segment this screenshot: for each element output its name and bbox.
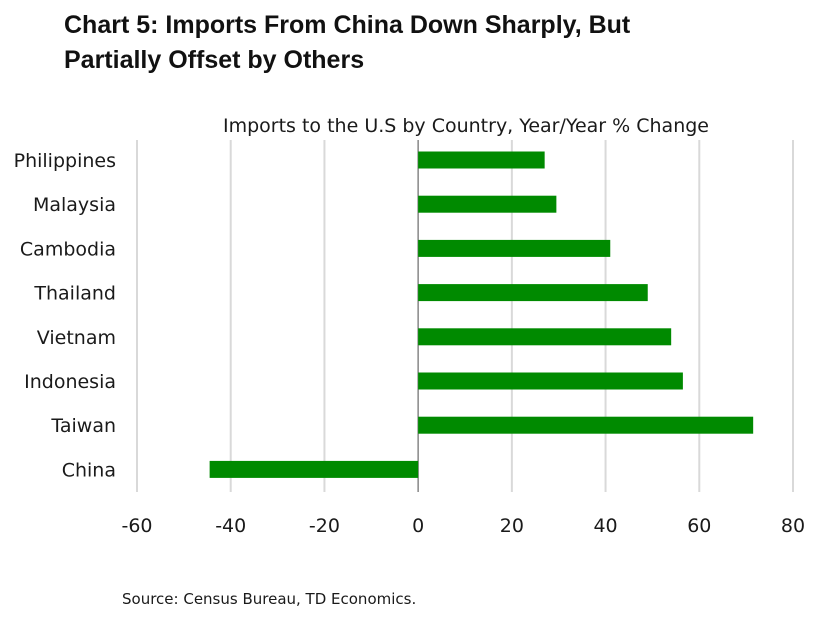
chart-heading-line-2: Partially Offset by Others (64, 46, 365, 74)
plot-title: Imports to the U.S by Country, Year/Year… (223, 115, 709, 137)
category-label: Indonesia (24, 371, 116, 393)
bar-thailand (418, 284, 648, 302)
source-note: Source: Census Bureau, TD Economics. (122, 590, 417, 608)
x-tick-label: -20 (309, 515, 340, 537)
x-axis-tick-labels: -60 -40 -20 0 20 40 60 80 (121, 515, 805, 537)
category-label: Philippines (14, 150, 116, 172)
category-label: Malaysia (33, 194, 116, 216)
category-label: Cambodia (20, 238, 116, 260)
x-tick-label: 60 (687, 515, 711, 537)
x-tick-label: -40 (215, 515, 246, 537)
bar-philippines (418, 151, 545, 169)
x-tick-label: -60 (121, 515, 152, 537)
chart-heading-line-1: Chart 5: Imports From China Down Sharply… (64, 11, 631, 39)
category-label: China (62, 459, 116, 481)
x-tick-label: 40 (593, 515, 617, 537)
category-labels: Philippines Malaysia Cambodia Thailand Vietn… (14, 150, 116, 481)
category-label: Vietnam (37, 327, 116, 349)
bar-china (209, 460, 419, 478)
bar-indonesia (418, 372, 683, 390)
x-tick-label: 0 (412, 515, 424, 537)
bar-vietnam (418, 328, 672, 346)
bars (209, 151, 754, 478)
category-label: Taiwan (50, 415, 116, 437)
bar-cambodia (418, 239, 611, 257)
x-tick-label: 20 (500, 515, 524, 537)
bar-taiwan (418, 416, 754, 434)
gridlines (136, 140, 794, 492)
category-label: Thailand (33, 283, 116, 305)
x-tick-label: 80 (781, 515, 805, 537)
chart-heading: Chart 5: Imports From China Down Sharply… (64, 8, 804, 78)
bar-malaysia (418, 195, 557, 213)
